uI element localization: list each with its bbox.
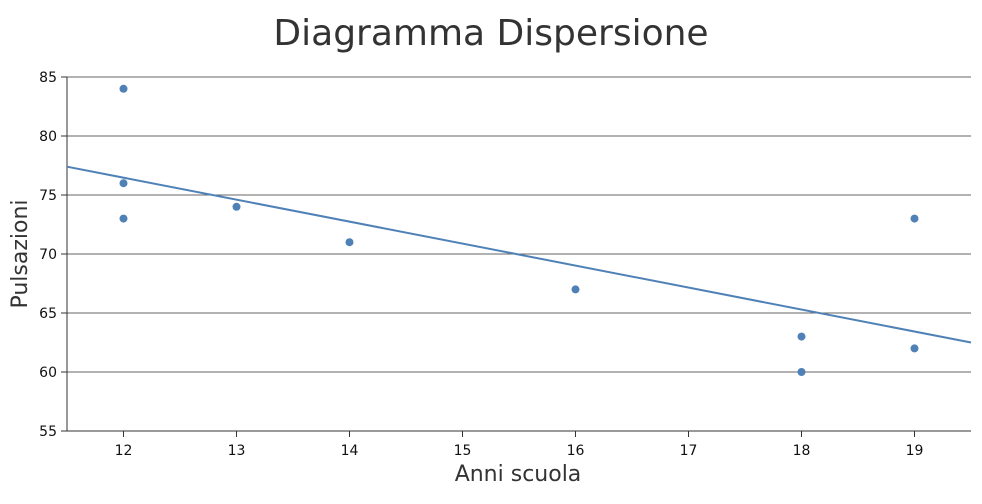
data-point[interactable] bbox=[232, 202, 241, 211]
x-tick-label: 19 bbox=[906, 443, 924, 459]
y-tick-label: 75 bbox=[39, 188, 57, 204]
y-tick-label: 80 bbox=[39, 129, 57, 145]
data-point[interactable] bbox=[910, 344, 919, 353]
x-tick-label: 13 bbox=[228, 443, 246, 459]
y-tick-label: 55 bbox=[39, 424, 57, 440]
tick-labels: 55 60 65 70 75 80 85 12 13 14 15 16 17 18 19 bbox=[39, 70, 923, 459]
data-point[interactable] bbox=[119, 179, 128, 188]
grid-lines bbox=[67, 76, 971, 373]
data-point[interactable] bbox=[797, 332, 806, 341]
data-point[interactable] bbox=[119, 214, 128, 223]
trendline-group bbox=[66, 165, 972, 344]
x-tick-label: 12 bbox=[115, 443, 133, 459]
data-point[interactable] bbox=[119, 84, 128, 93]
y-tick-label: 60 bbox=[39, 365, 57, 381]
y-tick-label: 70 bbox=[39, 247, 57, 263]
data-point[interactable] bbox=[797, 368, 806, 376]
data-point[interactable] bbox=[571, 285, 580, 294]
data-point[interactable] bbox=[910, 214, 919, 223]
y-axis-label: Pulsazioni bbox=[8, 199, 33, 308]
trendline bbox=[66, 165, 972, 344]
x-axis-label: Anni scuola bbox=[455, 462, 582, 487]
x-tick-label: 16 bbox=[567, 443, 585, 459]
x-tick-label: 17 bbox=[680, 443, 698, 459]
y-tick-label: 85 bbox=[39, 70, 57, 86]
y-tick-label: 65 bbox=[39, 306, 57, 322]
x-tick-label: 15 bbox=[454, 443, 472, 459]
data-points bbox=[119, 84, 919, 376]
axes bbox=[61, 76, 971, 437]
data-point[interactable] bbox=[345, 238, 354, 247]
chart-title: Diagramma Dispersione bbox=[273, 13, 708, 54]
x-tick-label: 18 bbox=[793, 443, 811, 459]
x-tick-label: 14 bbox=[341, 443, 359, 459]
